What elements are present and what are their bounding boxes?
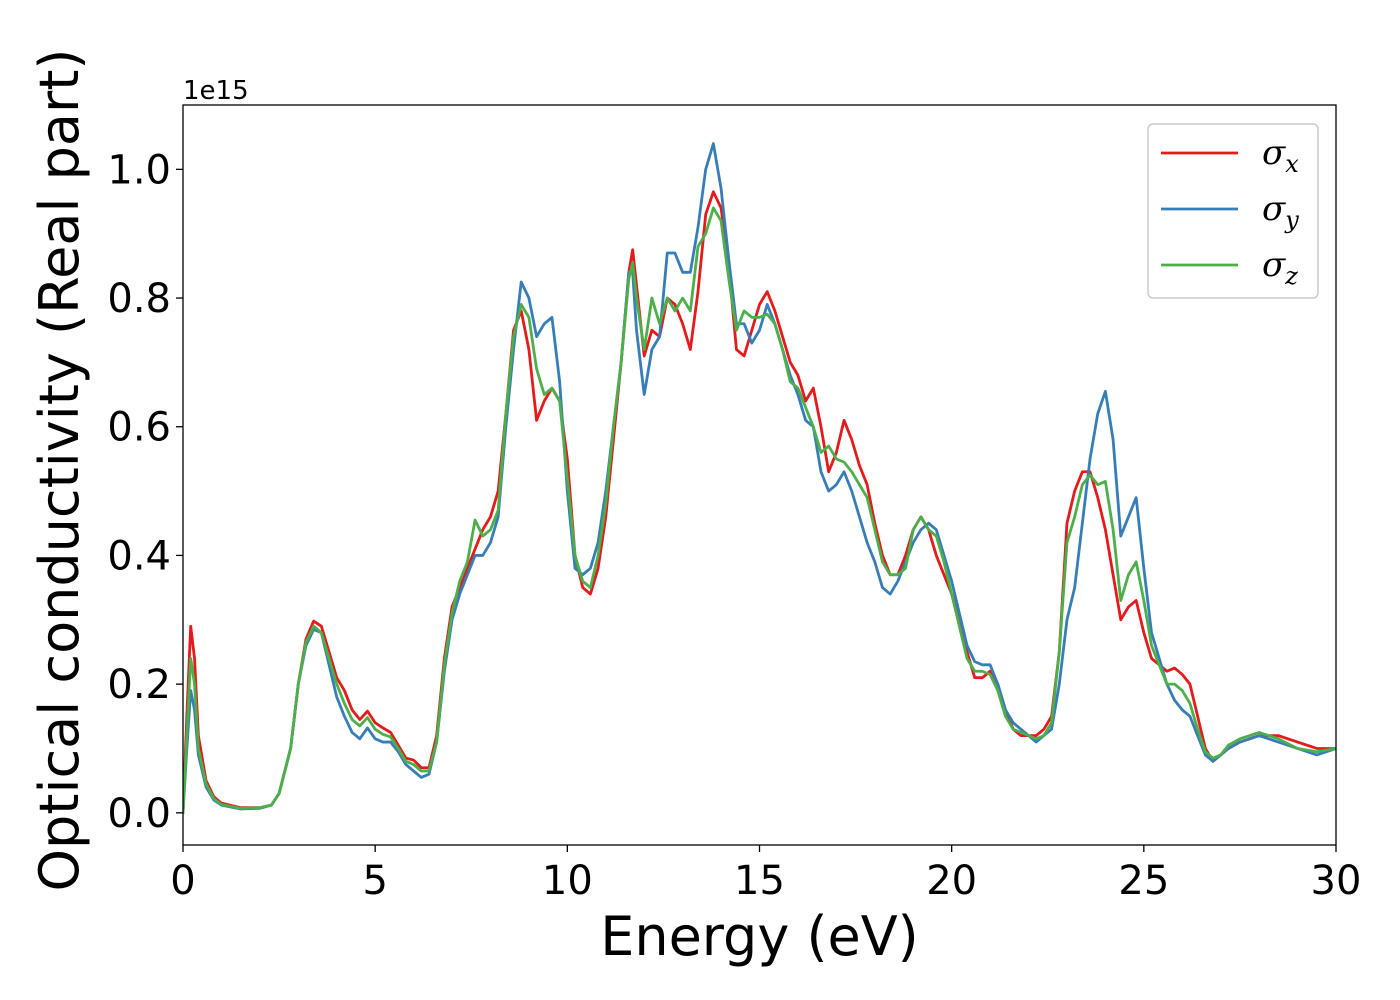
x-axis-label: Energy (eV) xyxy=(600,905,919,968)
legend-box xyxy=(1147,123,1319,299)
y-axis-ticks: 0.0 0.2 0.4 0.6 0.8 1.0 xyxy=(107,147,183,837)
legend-label-x: σx xyxy=(1262,133,1299,178)
y-tick-label: 0.4 xyxy=(107,533,171,579)
legend-items: σx σy σz xyxy=(1161,133,1299,290)
legend: σx σy σz xyxy=(1147,123,1319,299)
series-line-y xyxy=(183,142,1336,815)
y-tick-label: 0.8 xyxy=(107,276,171,322)
x-tick-label: 20 xyxy=(926,858,977,904)
y-tick-label: 1.0 xyxy=(107,147,171,193)
y-tick-label: 0.2 xyxy=(107,662,171,708)
x-tick-label: 25 xyxy=(1118,858,1169,904)
x-tick-label: 15 xyxy=(734,858,785,904)
x-tick-label: 0 xyxy=(170,858,195,904)
series-layer xyxy=(183,142,1336,815)
legend-label-y: σy xyxy=(1262,189,1299,234)
x-tick-label: 30 xyxy=(1311,858,1362,904)
y-axis-offset-text: 1e15 xyxy=(183,76,249,106)
legend-label-z: σz xyxy=(1262,245,1298,290)
y-tick-label: 0.6 xyxy=(107,405,171,451)
x-tick-label: 5 xyxy=(362,858,387,904)
series-line-z xyxy=(183,206,1336,815)
x-axis-ticks: 0 5 10 15 20 25 30 xyxy=(170,845,1361,904)
y-axis-label: Optical conductivity (Real part) xyxy=(28,49,91,892)
y-tick-label: 0.0 xyxy=(107,791,171,837)
x-tick-label: 10 xyxy=(542,858,593,904)
